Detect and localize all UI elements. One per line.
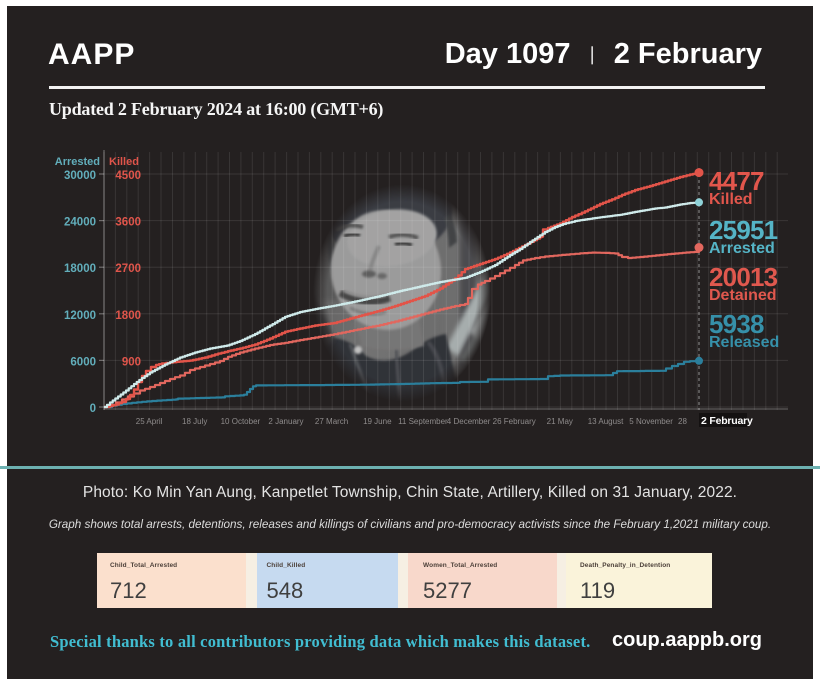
svg-text:26 February: 26 February [493,417,536,426]
svg-text:2 February: 2 February [701,415,753,427]
svg-text:10 October: 10 October [221,417,261,426]
svg-text:1800: 1800 [115,310,141,322]
svg-text:30000: 30000 [64,170,96,182]
svg-text:4500: 4500 [115,170,141,182]
svg-text:5 November: 5 November [629,417,673,426]
svg-text:2700: 2700 [115,263,141,275]
svg-text:18 July: 18 July [182,417,207,426]
svg-text:3600: 3600 [115,217,141,229]
svg-text:2 January: 2 January [268,417,303,426]
svg-text:11 September: 11 September [398,417,448,426]
svg-text:13 August: 13 August [588,417,624,426]
svg-text:24000: 24000 [64,217,96,229]
svg-text:19 June: 19 June [363,417,392,426]
svg-text:21 May: 21 May [547,417,573,426]
svg-text:Arrested: Arrested [55,156,100,168]
svg-text:28: 28 [678,417,687,426]
svg-text:25 April: 25 April [136,417,163,426]
svg-text:18000: 18000 [64,263,96,275]
svg-text:Killed: Killed [109,156,139,168]
svg-text:0: 0 [90,403,96,415]
svg-text:900: 900 [122,356,141,368]
svg-text:12000: 12000 [64,310,96,322]
svg-text:6000: 6000 [70,356,96,368]
svg-text:4 December: 4 December [447,417,491,426]
svg-text:27 March: 27 March [315,417,348,426]
